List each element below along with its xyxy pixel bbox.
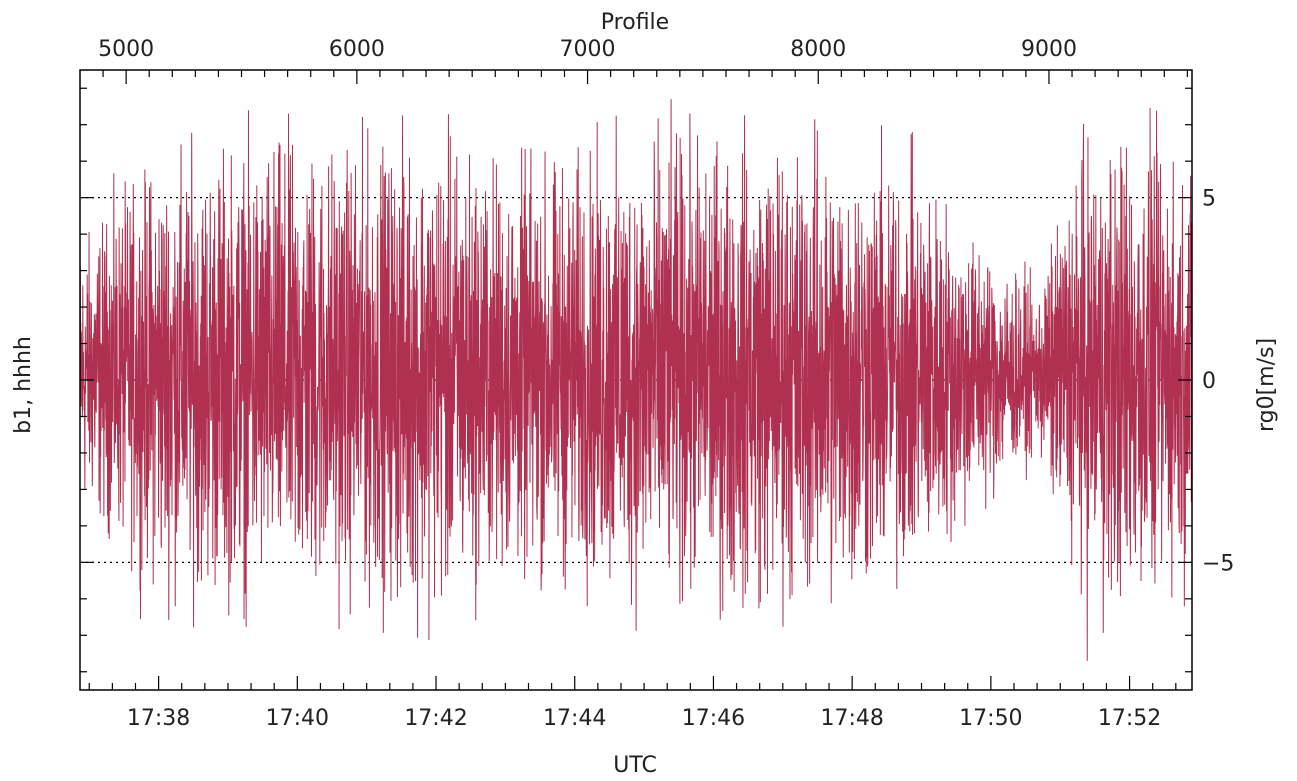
profile-tick-label: 6000 — [329, 37, 385, 62]
x-axis-title: UTC — [613, 753, 657, 778]
profile-tick-label: 9000 — [1021, 37, 1077, 62]
y-tick-label: −5 — [1202, 551, 1234, 576]
profile-tick-label: 5000 — [98, 37, 154, 62]
x-tick-label: 17:40 — [266, 706, 329, 731]
x-tick-label: 17:48 — [820, 706, 883, 731]
x-tick-label: 17:42 — [404, 706, 467, 731]
tick-marks — [80, 70, 1192, 690]
x-tick-label: 17:52 — [1098, 706, 1161, 731]
x-tick-label: 17:38 — [127, 706, 190, 731]
x-tick-label: 17:44 — [543, 706, 606, 731]
y-axis-title-left: b1, hhhh — [11, 336, 36, 434]
velocity-series-line — [79, 99, 1193, 661]
profile-tick-label: 7000 — [560, 37, 616, 62]
series-group — [79, 99, 1193, 661]
y-tick-label: 5 — [1202, 187, 1216, 212]
x-tick-label: 17:46 — [682, 706, 745, 731]
top-axis-title: Profile — [601, 10, 669, 35]
y-tick-label: 0 — [1202, 369, 1216, 394]
profile-tick-label: 8000 — [790, 37, 846, 62]
x-tick-label: 17:50 — [959, 706, 1022, 731]
tick-labels: 17:38 17:40 17:42 17:44 17:46 17:48 17:50 17:52… — [98, 37, 1234, 731]
y-axis-title-right: rg0[m/s] — [1254, 338, 1279, 432]
